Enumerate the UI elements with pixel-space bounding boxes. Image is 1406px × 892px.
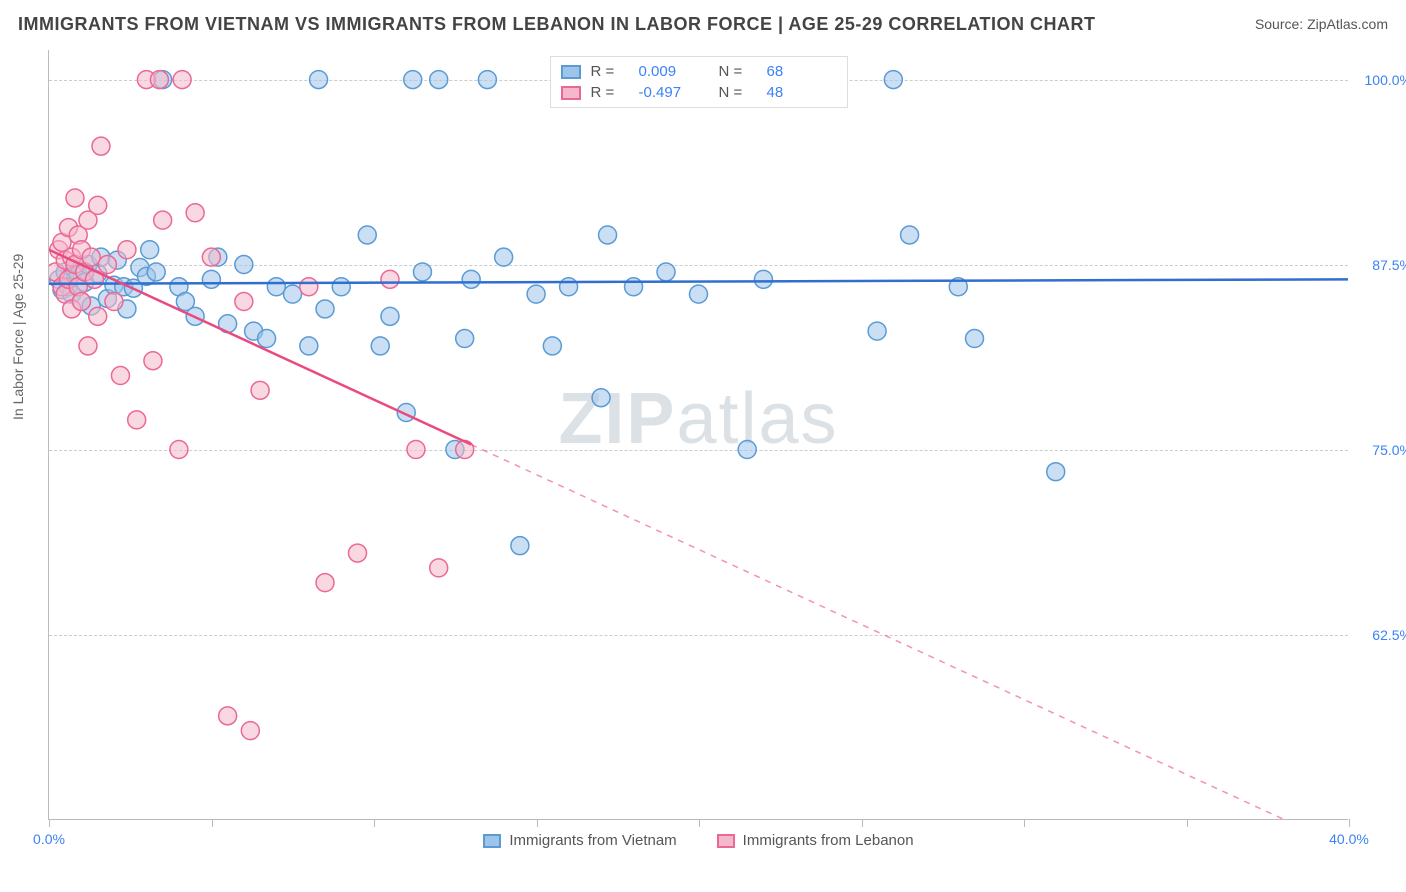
r-label: R = [591,84,629,101]
trend-line-solid [49,250,471,445]
source-value: ZipAtlas.com [1307,16,1388,32]
x-tick [537,819,538,827]
x-tick [1349,819,1350,827]
legend-swatch [483,834,501,848]
y-tick-label: 75.0% [1372,442,1406,458]
x-tick [699,819,700,827]
y-tick-label: 62.5% [1372,627,1406,643]
legend-swatch [561,86,581,100]
n-value: 68 [767,63,837,80]
correlation-legend-row: R = -0.497 N = 48 [561,82,837,103]
x-tick [1024,819,1025,827]
x-tick [49,819,50,827]
y-tick-label: 87.5% [1372,257,1406,273]
legend-swatch [561,65,581,79]
chart-source: Source: ZipAtlas.com [1255,16,1388,32]
x-tick-label: 0.0% [33,831,65,847]
legend-swatch [717,834,735,848]
r-value: -0.497 [639,84,709,101]
series-name: Immigrants from Vietnam [509,832,676,849]
series-legend-item: Immigrants from Vietnam [483,832,676,849]
y-tick-label: 100.0% [1365,72,1406,88]
trend-lines-layer [49,50,1348,819]
r-value: 0.009 [639,63,709,80]
x-tick-label: 40.0% [1329,831,1369,847]
n-label: N = [719,84,757,101]
series-name: Immigrants from Lebanon [743,832,914,849]
y-axis-label: In Labor Force | Age 25-29 [10,254,26,420]
series-legend-item: Immigrants from Lebanon [717,832,914,849]
n-label: N = [719,63,757,80]
series-legend: Immigrants from Vietnam Immigrants from L… [49,832,1348,849]
x-tick [212,819,213,827]
r-label: R = [591,63,629,80]
correlation-legend: R = 0.009 N = 68 R = -0.497 N = 48 [550,56,848,108]
scatter-plot-area: ZIPatlas R =0.009N =68R =-0.497N =48 Imm… [48,50,1348,820]
source-label: Source: [1255,16,1307,32]
x-tick [374,819,375,827]
trend-line-solid [49,279,1348,283]
x-tick [1187,819,1188,827]
trend-line-dashed [471,445,1348,820]
chart-title: IMMIGRANTS FROM VIETNAM VS IMMIGRANTS FR… [18,14,1096,35]
chart-header: IMMIGRANTS FROM VIETNAM VS IMMIGRANTS FR… [0,0,1406,48]
n-value: 48 [767,84,837,101]
correlation-legend-row: R = 0.009 N = 68 [561,61,837,82]
x-tick [862,819,863,827]
